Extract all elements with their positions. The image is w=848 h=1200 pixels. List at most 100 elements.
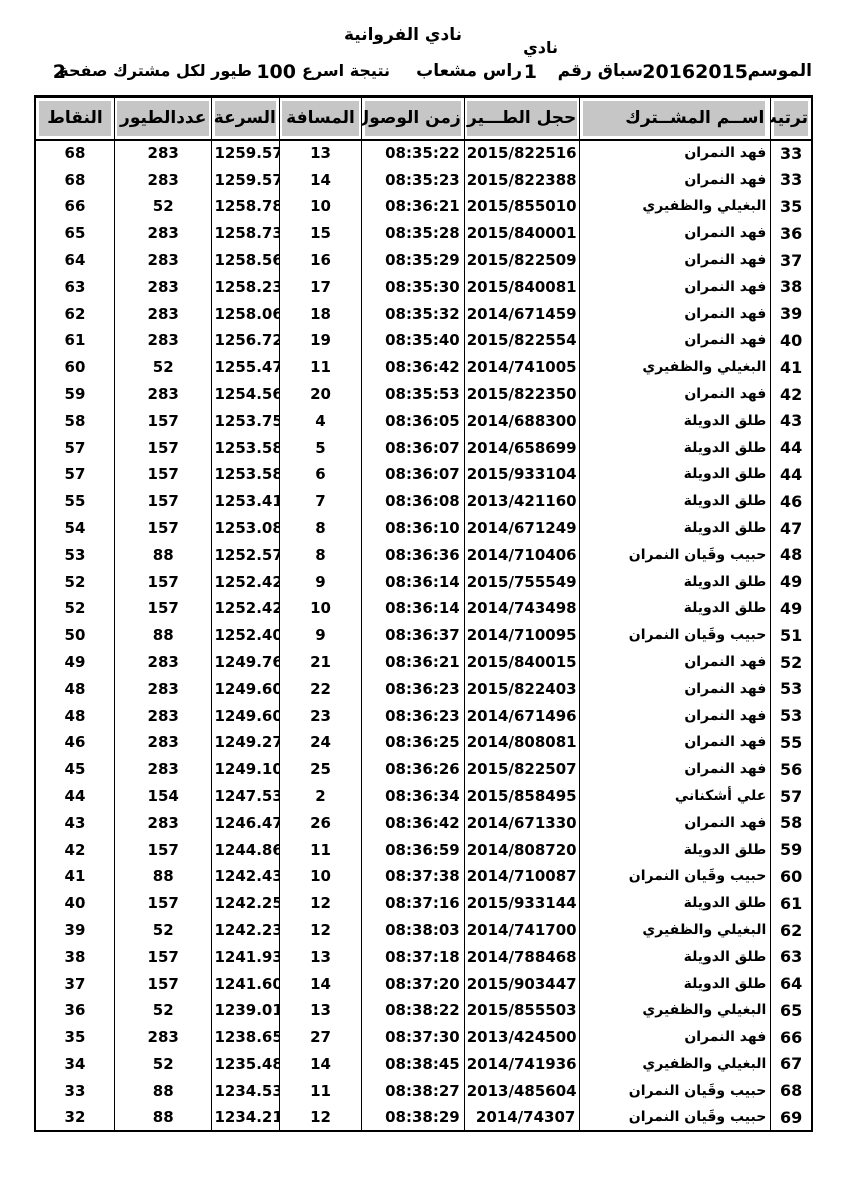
cell-name: فهد النمران — [579, 380, 772, 408]
table-row: 40 فهد النمران 2015/822554 08:35:40 19 1256.7… — [34, 327, 813, 354]
cell-distance: 11 — [278, 1077, 363, 1105]
cell-birds: 283 — [113, 327, 213, 354]
cell-distance: 4 — [278, 407, 363, 435]
table-row: 63 طلق الدويلة 2014/788468 08:37:18 13 1241.9… — [34, 943, 813, 971]
cell-rank: 53 — [770, 675, 813, 703]
cell-birds: 157 — [113, 595, 213, 622]
cell-arrival: 08:35:23 — [361, 166, 465, 194]
cell-name: حبيب وقَيان النمران — [579, 863, 772, 890]
column-header-arrival: زمن الوصول — [361, 96, 465, 141]
cell-arrival: 08:35:28 — [361, 219, 465, 247]
table-row: 33 فهد النمران 2015/822388 08:35:23 14 1259.5… — [34, 166, 813, 194]
cell-ring: 2014/788468 — [463, 943, 581, 971]
cell-distance: 7 — [278, 487, 363, 515]
cell-rank: 41 — [770, 353, 813, 381]
cell-speed: 1252.42 — [211, 568, 280, 596]
cell-ring: 2014/710087 — [463, 863, 581, 890]
cell-speed: 1241.93 — [211, 943, 280, 971]
cell-distance: 11 — [278, 353, 363, 381]
cell-distance: 19 — [278, 327, 363, 354]
column-header-speed: السرعة — [211, 96, 280, 141]
cell-ring: 2014/671459 — [463, 300, 581, 328]
cell-ring: 2015/840001 — [463, 219, 581, 247]
cell-name: البغيلي والظفيري — [579, 353, 772, 381]
cell-birds: 283 — [113, 219, 213, 247]
cell-speed: 1242.25 — [211, 889, 280, 917]
cell-distance: 25 — [278, 755, 363, 783]
cell-name: فهد النمران — [579, 1023, 772, 1051]
cell-arrival: 08:36:59 — [361, 836, 465, 864]
cell-rank: 46 — [770, 487, 813, 515]
cell-speed: 1249.10 — [211, 755, 280, 783]
result-bird-count: 100 — [256, 61, 296, 83]
table-row: 53 فهد النمران 2015/822403 08:36:23 22 1249.6… — [34, 675, 813, 703]
race-number-value: 1 — [523, 61, 537, 83]
cell-rank: 44 — [770, 461, 813, 488]
cell-distance: 23 — [278, 702, 363, 730]
column-header-birds: عددالطيور — [113, 96, 213, 141]
cell-rank: 49 — [770, 568, 813, 596]
table-row: 33 فهد النمران 2015/822516 08:35:22 13 1259.5… — [34, 139, 813, 167]
cell-speed: 1252.40 — [211, 621, 280, 649]
cell-rank: 60 — [770, 863, 813, 890]
cell-distance: 21 — [278, 648, 363, 676]
cell-distance: 26 — [278, 809, 363, 837]
cell-rank: 38 — [770, 273, 813, 301]
cell-name: علي أشكناني — [579, 782, 772, 810]
cell-speed: 1241.60 — [211, 970, 280, 997]
cell-birds: 52 — [113, 193, 213, 220]
release-site: راس مشعاب — [416, 61, 522, 81]
table-row: 68 حبيب وقَيان النمران 2013/485604 08:38:27… — [34, 1077, 813, 1105]
cell-speed: 1253.75 — [211, 407, 280, 435]
cell-ring: 2015/822403 — [463, 675, 581, 703]
cell-arrival: 08:36:37 — [361, 621, 465, 649]
cell-rank: 49 — [770, 595, 813, 622]
cell-rank: 61 — [770, 889, 813, 917]
cell-distance: 10 — [278, 863, 363, 890]
cell-arrival: 08:36:14 — [361, 568, 465, 596]
cell-rank: 66 — [770, 1023, 813, 1051]
cell-ring: 2015/822388 — [463, 166, 581, 194]
table-row: 60 حبيب وقَيان النمران 2014/710087 08:37:38… — [34, 863, 813, 890]
cell-points: 48 — [34, 675, 115, 703]
cell-rank: 39 — [770, 300, 813, 328]
cell-points: 38 — [34, 943, 115, 971]
cell-distance: 13 — [278, 943, 363, 971]
cell-points: 49 — [34, 648, 115, 676]
cell-speed: 1258.56 — [211, 246, 280, 274]
race-number-label: سباق رقم — [557, 61, 643, 81]
cell-birds: 157 — [113, 514, 213, 542]
cell-distance: 13 — [278, 997, 363, 1024]
cell-rank: 52 — [770, 648, 813, 676]
cell-ring: 2015/933144 — [463, 889, 581, 917]
cell-ring: 2015/822516 — [463, 139, 581, 167]
cell-rank: 33 — [770, 166, 813, 194]
cell-speed: 1234.21 — [211, 1104, 280, 1131]
cell-name: البغيلي والظفيري — [579, 193, 772, 220]
cell-name: فهد النمران — [579, 166, 772, 194]
cell-points: 65 — [34, 219, 115, 247]
cell-points: 54 — [34, 514, 115, 542]
cell-speed: 1259.57 — [211, 166, 280, 194]
table-row: 65 البغيلي والظفيري 2015/855503 08:38:22 13 1… — [34, 997, 813, 1024]
cell-arrival: 08:38:27 — [361, 1077, 465, 1105]
cell-arrival: 08:36:34 — [361, 782, 465, 810]
table-row: 69 حبيب وقَيان النمران 2014/74307 08:38:29 1… — [34, 1104, 813, 1131]
column-header-points: النقاط — [34, 96, 115, 141]
cell-points: 63 — [34, 273, 115, 301]
cell-points: 39 — [34, 916, 115, 944]
cell-speed: 1249.76 — [211, 648, 280, 676]
cell-birds: 154 — [113, 782, 213, 810]
cell-speed: 1258.23 — [211, 273, 280, 301]
cell-birds: 52 — [113, 353, 213, 381]
cell-name: طلق الدويلة — [579, 461, 772, 488]
club-label: نادي — [523, 38, 558, 57]
cell-speed: 1258.78 — [211, 193, 280, 220]
cell-distance: 14 — [278, 970, 363, 997]
cell-ring: 2014/671249 — [463, 514, 581, 542]
table-row: 57 علي أشكناني 2015/858495 08:36:34 2 1247.53… — [34, 782, 813, 810]
cell-rank: 55 — [770, 729, 813, 756]
table-row: 48 حبيب وقَيان النمران 2014/710406 08:36:36… — [34, 541, 813, 569]
cell-points: 33 — [34, 1077, 115, 1105]
cell-birds: 52 — [113, 916, 213, 944]
